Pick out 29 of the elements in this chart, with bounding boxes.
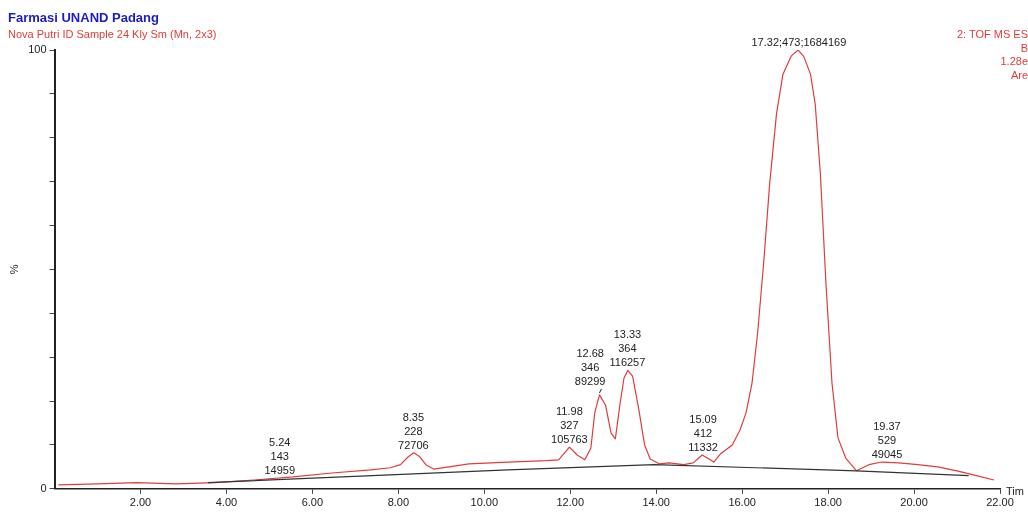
chart-title: Farmasi UNAND Padang bbox=[8, 10, 159, 25]
y-axis-title: % bbox=[7, 264, 20, 275]
x-tick-label: 6.00 bbox=[301, 496, 324, 509]
y-tick-label: 100 bbox=[28, 43, 47, 56]
x-tick-label: 2.00 bbox=[129, 496, 152, 509]
x-tick-label: 14.00 bbox=[642, 496, 670, 509]
x-tick-label: 22.00 bbox=[986, 496, 1014, 509]
annotation: 11.98 327 105763 bbox=[551, 405, 588, 446]
x-tick-label: 8.00 bbox=[387, 496, 410, 509]
text: 2: TOF MS ES bbox=[956, 28, 1028, 42]
y-tick-label: 0 bbox=[40, 481, 47, 494]
annotation: 5.24 143 14959 bbox=[264, 435, 296, 476]
x-tick-label: 20.00 bbox=[900, 496, 928, 509]
x-axis-title: Tim bbox=[1006, 484, 1024, 497]
text: B bbox=[1019, 41, 1028, 55]
x-tick-label: 4.00 bbox=[215, 496, 238, 509]
annotation: 19.37 529 49045 bbox=[871, 420, 903, 461]
annotation: 15.09 412 11332 bbox=[688, 413, 718, 454]
x-tick-label: 10.00 bbox=[470, 496, 499, 509]
chart-subtitle: Nova Putri ID Sample 24 Kly Sm (Mn, 2x3) bbox=[8, 28, 217, 40]
annotation: 17.32;473;1684169 bbox=[751, 36, 847, 48]
annotation: 1.28e bbox=[999, 55, 1028, 69]
annotation: 8.35 228 72706 bbox=[398, 410, 429, 451]
x-tick-label: 12.00 bbox=[556, 496, 585, 509]
x-tick-label: 18.00 bbox=[814, 496, 842, 509]
text: Are bbox=[1009, 68, 1028, 82]
x-tick-label: 16.00 bbox=[728, 496, 756, 509]
annotation: 12.68 346 89299 bbox=[574, 346, 606, 387]
annotation: 13.33 364 116257 bbox=[609, 328, 646, 369]
